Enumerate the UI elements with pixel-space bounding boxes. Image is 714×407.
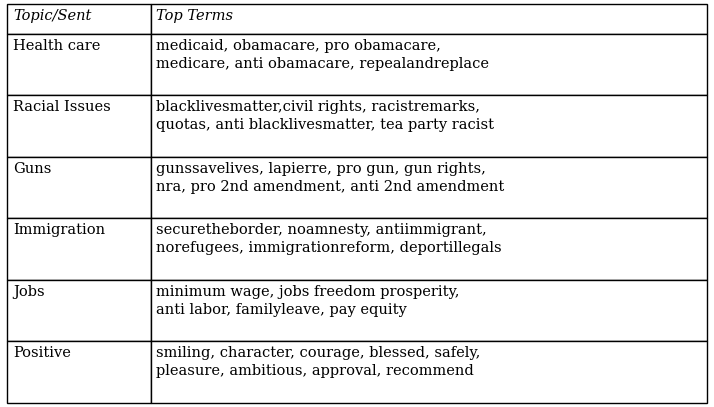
Bar (151, 341, 707, 403)
Text: Positive: Positive (13, 346, 71, 360)
Text: Jobs: Jobs (13, 285, 44, 299)
Bar (151, 280, 707, 341)
Bar (151, 96, 707, 157)
Bar (151, 157, 707, 219)
Text: Topic/Sent: Topic/Sent (13, 9, 91, 23)
Text: securetheborder, noamnesty, antiimmigrant,
norefugees, immigrationreform, deport: securetheborder, noamnesty, antiimmigran… (156, 223, 502, 255)
Text: blacklivesmatter,civil rights, racistremarks,
quotas, anti blacklivesmatter, tea: blacklivesmatter,civil rights, racistrem… (156, 101, 494, 132)
Text: gunssavelives, lapierre, pro gun, gun rights,
nra, pro 2nd amendment, anti 2nd a: gunssavelives, lapierre, pro gun, gun ri… (156, 162, 505, 194)
Text: Health care: Health care (13, 39, 100, 53)
Text: Top Terms: Top Terms (156, 9, 233, 23)
Text: Guns: Guns (13, 162, 51, 176)
Bar (7, 34, 151, 96)
Bar (7, 4, 151, 34)
Bar (7, 96, 151, 157)
Text: minimum wage, jobs freedom prosperity,
anti labor, familyleave, pay equity: minimum wage, jobs freedom prosperity, a… (156, 285, 460, 317)
Bar (151, 34, 707, 96)
Text: Racial Issues: Racial Issues (13, 101, 111, 114)
Bar (7, 280, 151, 341)
Bar (151, 219, 707, 280)
Bar (151, 4, 707, 34)
Bar (7, 157, 151, 219)
Text: smiling, character, courage, blessed, safely,
pleasure, ambitious, approval, rec: smiling, character, courage, blessed, sa… (156, 346, 481, 378)
Bar (7, 341, 151, 403)
Text: medicaid, obamacare, pro obamacare,
medicare, anti obamacare, repealandreplace: medicaid, obamacare, pro obamacare, medi… (156, 39, 489, 71)
Text: Immigration: Immigration (13, 223, 105, 237)
Bar (7, 219, 151, 280)
